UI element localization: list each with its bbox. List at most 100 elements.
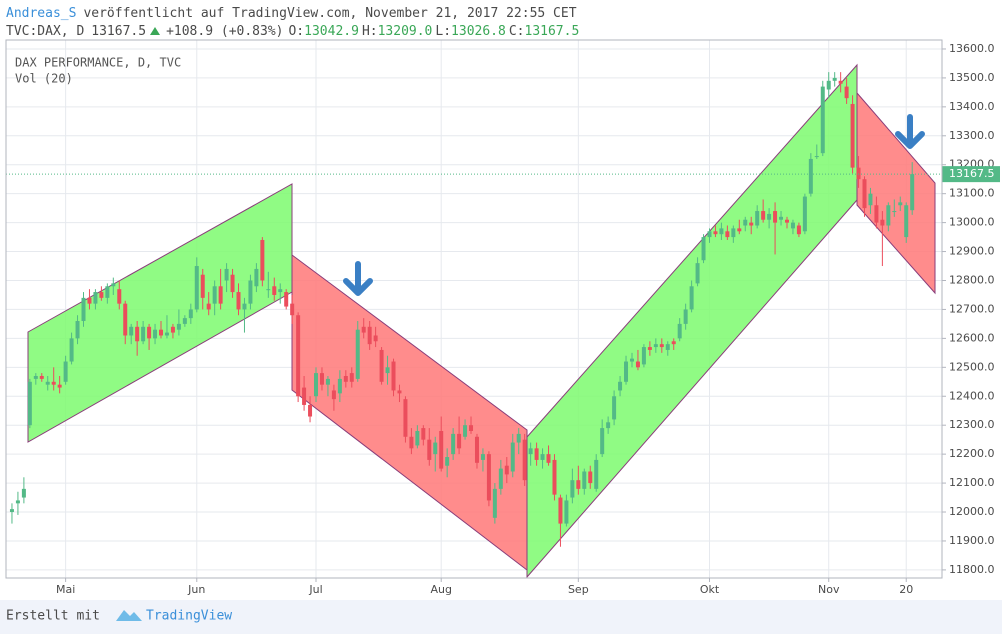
- candle-body: [558, 497, 563, 524]
- candle-body: [361, 326, 366, 333]
- y-tick-label: 12500.0: [949, 360, 995, 373]
- y-tick-label: 12300.0: [949, 418, 995, 431]
- candle-body: [647, 347, 652, 350]
- y-tick-label: 12800.0: [949, 273, 995, 286]
- x-tick-label: Aug: [430, 583, 451, 596]
- y-tick-label: 13500.0: [949, 71, 995, 84]
- candle-body: [415, 430, 420, 446]
- candle-body: [701, 237, 706, 261]
- drawings: [27, 63, 936, 579]
- x-tick-label: Jul: [308, 583, 322, 596]
- candle-body: [129, 326, 134, 336]
- candle-body: [15, 500, 20, 504]
- candle-body: [677, 323, 682, 339]
- candle-body: [248, 280, 253, 304]
- candle-body: [486, 454, 491, 501]
- low-value: 13026.8: [451, 24, 506, 39]
- candle-body: [457, 433, 462, 449]
- candle-body: [147, 326, 152, 339]
- high-value: 13209.0: [378, 24, 433, 39]
- candle-body: [552, 459, 557, 495]
- candle-body: [618, 381, 623, 391]
- candle-body: [27, 381, 32, 426]
- candle-body: [21, 488, 26, 498]
- x-tick-label: Okt: [700, 583, 720, 596]
- header-line: Andreas_S veröffentlicht auf TradingView.…: [6, 6, 577, 21]
- candle-body: [111, 283, 116, 287]
- candle-body: [516, 433, 521, 443]
- candle-body: [403, 399, 408, 437]
- candle-body: [188, 309, 193, 319]
- candle-body: [844, 86, 849, 99]
- candle-body: [796, 225, 801, 235]
- candle-body: [600, 428, 605, 455]
- published: veröffentlicht auf TradingView.com, Nove…: [83, 6, 576, 21]
- candle-body: [75, 321, 80, 339]
- y-tick-label: 12000.0: [949, 505, 995, 518]
- footer-link[interactable]: TradingView: [146, 609, 232, 624]
- candle-body: [761, 211, 766, 220]
- candle-body: [886, 205, 891, 226]
- candle-body: [164, 332, 169, 336]
- candle-body: [224, 268, 229, 281]
- candle-body: [892, 211, 897, 213]
- last-price-tag: [942, 166, 1000, 183]
- candle-body: [594, 459, 599, 489]
- candle-body: [421, 428, 426, 440]
- candle-body: [87, 297, 92, 304]
- candle-body: [904, 205, 909, 238]
- candle-body: [319, 373, 324, 385]
- arrow-down: [343, 261, 373, 296]
- candle-body: [57, 384, 62, 388]
- candle-body: [141, 326, 146, 342]
- candle-body: [272, 286, 277, 295]
- candle-body: [206, 303, 211, 310]
- candle-body: [582, 471, 587, 489]
- plot-frame: [5, 39, 943, 579]
- candle-body: [296, 315, 301, 397]
- open-label: O:: [288, 24, 304, 39]
- quote-line: TVC:DAX, D 13167.5 +108.9 (+0.83%) O:13042.…: [6, 24, 579, 39]
- candle-body: [802, 196, 807, 232]
- candle-body: [850, 103, 855, 168]
- candle-body: [779, 216, 784, 220]
- y-tick-label: 12200.0: [949, 447, 995, 460]
- candle-body: [331, 390, 336, 400]
- candle-body: [480, 454, 485, 460]
- y-tick-label: 13000.0: [949, 216, 995, 229]
- legend-entry: DAX PERFORMANCE, D, TVC: [15, 56, 181, 70]
- candle-body: [588, 471, 593, 484]
- candle-body: [135, 326, 140, 342]
- candle-body: [153, 329, 158, 339]
- candle-body: [409, 436, 414, 449]
- price: 13167.5: [91, 24, 146, 39]
- candle-body: [123, 303, 128, 336]
- header: Andreas_S veröffentlicht auf TradingView.…: [6, 6, 579, 39]
- candle-body: [379, 349, 384, 382]
- low-label: L:: [435, 24, 451, 39]
- candle-body: [469, 425, 474, 431]
- candle-body: [385, 367, 390, 374]
- author[interactable]: Andreas_S: [6, 6, 76, 21]
- candle-body: [242, 303, 247, 310]
- candle-body: [355, 329, 360, 379]
- candle-body: [612, 396, 617, 420]
- candle-body: [99, 292, 104, 298]
- candle-body: [540, 454, 545, 460]
- candle-body: [862, 179, 867, 209]
- candle-body: [808, 158, 813, 194]
- candle-body: [838, 80, 843, 84]
- close-label: C:: [509, 24, 525, 39]
- candle-body: [176, 323, 181, 330]
- candle-body: [910, 174, 915, 211]
- legend: DAX PERFORMANCE, D, TVC Vol (20): [15, 56, 181, 86]
- x-tick-label: Jun: [187, 583, 205, 596]
- candle-body: [69, 338, 74, 362]
- candle-body: [9, 509, 14, 513]
- candle-body: [194, 266, 199, 310]
- candle-body: [731, 228, 736, 238]
- y-tick-label: 12700.0: [949, 302, 995, 315]
- candle-body: [641, 347, 646, 365]
- arrows: [343, 114, 925, 296]
- candle-body: [230, 274, 235, 293]
